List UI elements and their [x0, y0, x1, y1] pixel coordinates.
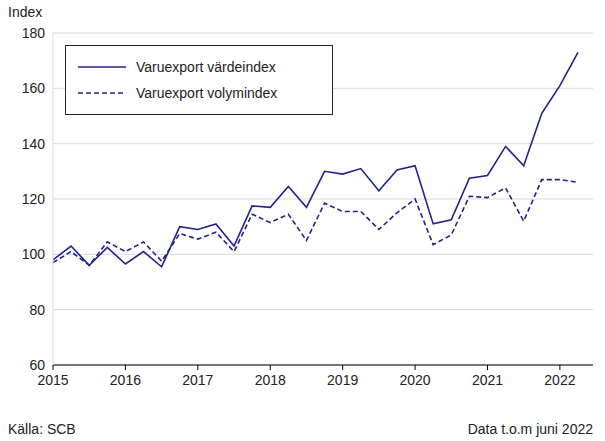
svg-text:2020: 2020	[399, 372, 430, 388]
svg-text:80: 80	[29, 302, 45, 318]
svg-text:140: 140	[22, 136, 46, 152]
svg-text:2019: 2019	[327, 372, 358, 388]
svg-text:160: 160	[22, 80, 46, 96]
html-text:Varuexport volymindex: Varuexport volymindex	[136, 85, 278, 101]
svg-text:2015: 2015	[37, 372, 68, 388]
html-text:Källa: SCB: Källa: SCB	[8, 421, 76, 437]
svg-text:2021: 2021	[472, 372, 503, 388]
svg-text:2017: 2017	[182, 372, 213, 388]
svg-text:2016: 2016	[110, 372, 141, 388]
html-text:Data t.o.m juni 2022: Data t.o.m juni 2022	[467, 421, 593, 437]
svg-text:180: 180	[22, 25, 46, 41]
html-text:Index: Index	[8, 4, 43, 20]
svg-text:100: 100	[22, 246, 46, 262]
svg-text:2018: 2018	[255, 372, 286, 388]
svg-text:60: 60	[29, 357, 45, 373]
svg-text:2022: 2022	[544, 372, 575, 388]
html-text:Varuexport värdeindex: Varuexport värdeindex	[136, 59, 276, 75]
svg-text:120: 120	[22, 191, 46, 207]
